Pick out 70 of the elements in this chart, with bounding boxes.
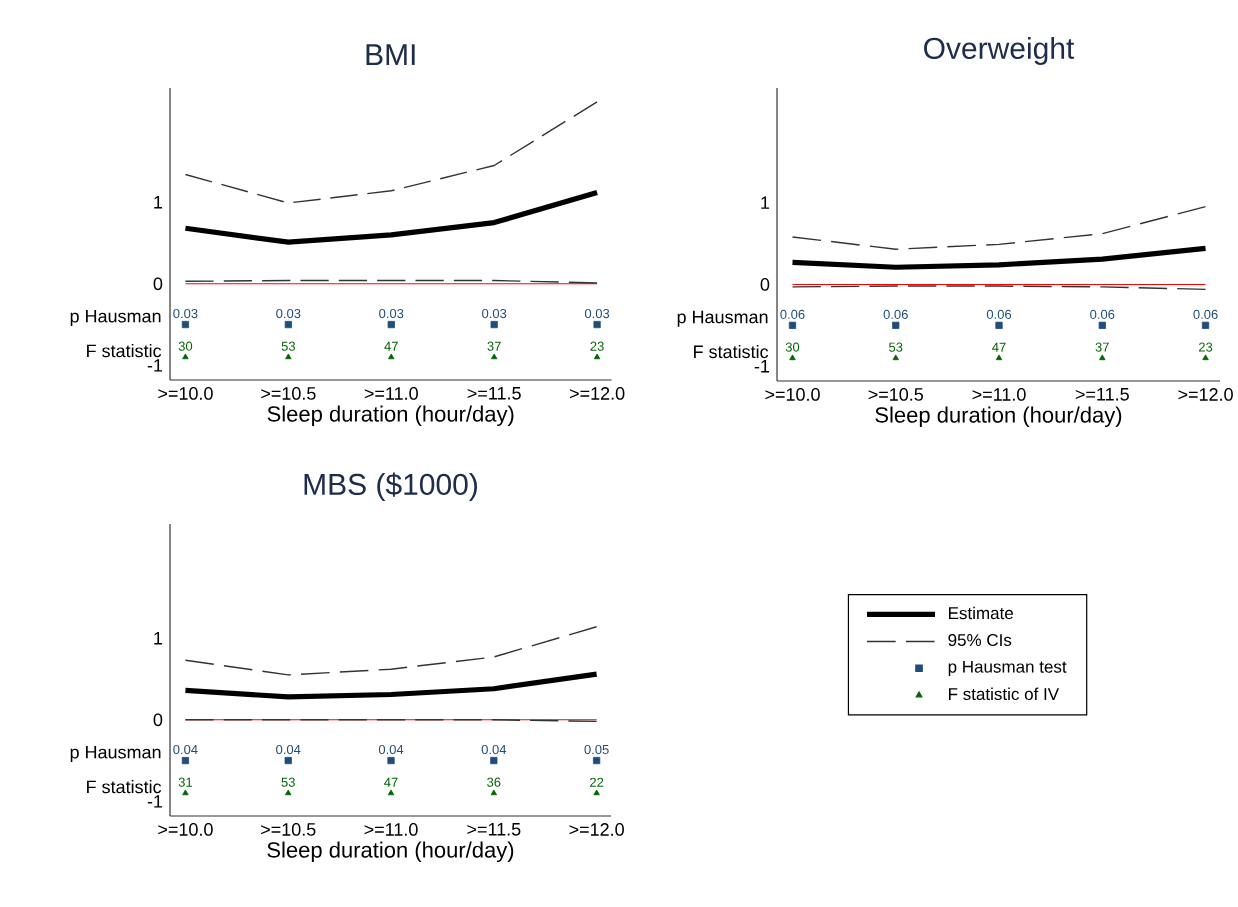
legend-label: p Hausman test xyxy=(948,660,1067,677)
annotation: 0.06 xyxy=(986,309,1012,319)
annotation: 47 xyxy=(992,342,1006,352)
annotation: 0.04 xyxy=(481,744,507,755)
annotation: 31 xyxy=(178,777,193,787)
annotation: 0.04 xyxy=(173,744,198,755)
x-tick-label: >=10.0 xyxy=(765,388,820,401)
annotation: 0.03 xyxy=(173,308,198,319)
chart-title: Overweight xyxy=(924,36,1075,65)
x-tick-label: >=11.5 xyxy=(1075,388,1129,401)
y-tick-label: 0 xyxy=(153,277,163,291)
x-tick-label: >=11.5 xyxy=(467,387,521,400)
x-tick-label: >=11.0 xyxy=(364,823,418,836)
y-tick-label: 1 xyxy=(154,196,163,209)
y-tick-label: -1 xyxy=(147,795,163,808)
x-tick-label: >=11.0 xyxy=(972,388,1026,401)
annotation: 47 xyxy=(384,341,398,351)
y-tick-label: 0 xyxy=(153,713,163,727)
y-tick-label: 0 xyxy=(760,278,770,291)
legend-label: F statistic of IV xyxy=(949,687,1060,701)
annotation: 0.05 xyxy=(584,744,609,755)
annotation: 53 xyxy=(281,341,295,351)
annotation: 22 xyxy=(590,777,604,787)
x-tick-label: >=10.0 xyxy=(158,387,213,400)
legend-label: Estimate xyxy=(949,606,1013,620)
text: p Hausman xyxy=(70,309,161,327)
annotation: 0.06 xyxy=(1090,309,1115,319)
annotation: 53 xyxy=(889,342,903,352)
y-tick-label: 1 xyxy=(761,196,770,209)
text: F statistic xyxy=(87,344,162,358)
annotation: 37 xyxy=(487,341,501,351)
annotation: 0.03 xyxy=(276,308,301,319)
chart-title: BMI xyxy=(366,44,415,65)
text: p Hausman xyxy=(677,310,768,327)
annotation: 0.06 xyxy=(1193,309,1218,319)
annotation: 23 xyxy=(1198,342,1213,352)
annotation: 0.06 xyxy=(883,309,908,319)
annotation: 23 xyxy=(590,341,604,351)
annotation: 0.03 xyxy=(584,308,610,319)
x-tick-label: >=11.0 xyxy=(364,387,418,400)
annotation: 37 xyxy=(1095,342,1109,352)
annotation: 0.03 xyxy=(482,308,507,319)
x-tick-label: >=11.5 xyxy=(467,823,521,836)
x-tick-label: >=12.0 xyxy=(1178,388,1233,401)
x-tick-label: >=12.0 xyxy=(569,387,625,400)
x-tick-label: >=10.5 xyxy=(868,388,924,401)
annotation: 53 xyxy=(281,777,295,787)
text: p Hausman xyxy=(70,745,161,763)
y-tick-label: -1 xyxy=(147,359,163,372)
x-axis-title: Sleep duration (hour/day) xyxy=(267,841,514,863)
x-axis-title: Sleep duration (hour/day) xyxy=(267,405,514,427)
annotation: 0.06 xyxy=(780,309,805,319)
text: F statistic xyxy=(87,780,162,794)
legend-label: 95% CIs xyxy=(948,634,1012,647)
annotation: 47 xyxy=(384,777,398,787)
annotation: 0.03 xyxy=(379,308,404,319)
x-tick-label: >=10.5 xyxy=(261,823,316,836)
annotation: 36 xyxy=(487,777,501,787)
annotation: 30 xyxy=(785,342,800,352)
x-tick-label: >=10.0 xyxy=(158,823,213,836)
annotation: 30 xyxy=(178,341,193,351)
text: F statistic xyxy=(694,344,769,359)
x-tick-label: >=12.0 xyxy=(569,823,624,836)
y-tick-label: 1 xyxy=(154,632,163,645)
y-tick-label: -1 xyxy=(754,360,770,373)
x-axis-title: Sleep duration (hour/day) xyxy=(875,406,1122,428)
chart-title: MBS ($1000) xyxy=(304,472,477,501)
annotation: 0.04 xyxy=(276,744,301,755)
annotation: 0.04 xyxy=(378,744,404,755)
x-tick-label: >=10.5 xyxy=(261,387,316,400)
